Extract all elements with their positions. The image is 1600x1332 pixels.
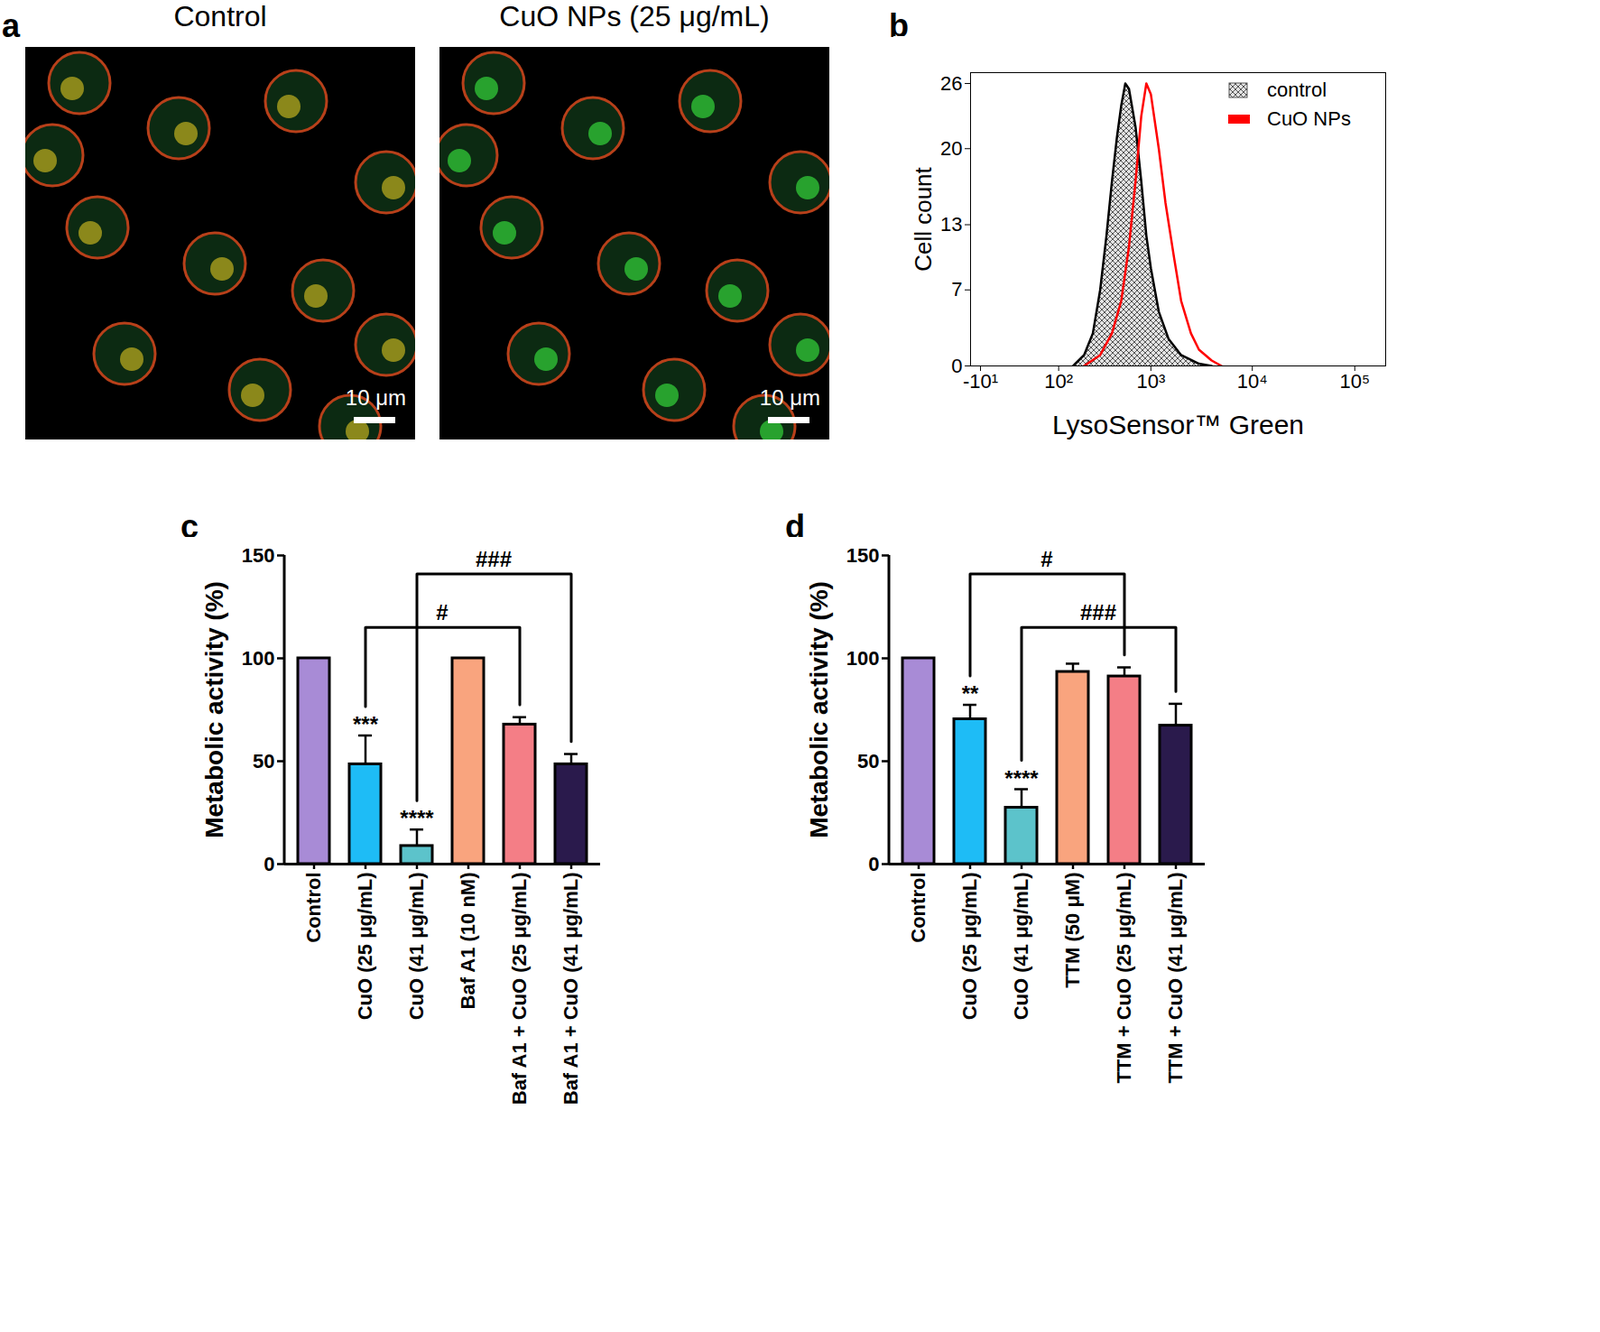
html-text:control: control <box>1267 78 1327 102</box>
svg-text:100: 100 <box>846 647 880 670</box>
svg-text:**: ** <box>961 681 980 706</box>
svg-text:***: *** <box>352 712 380 737</box>
html-text:CuO NPs (25 μg/mL): CuO NPs (25 μg/mL) <box>499 0 770 33</box>
svg-text:Control: Control <box>302 872 325 944</box>
svg-text:50: 50 <box>857 749 879 773</box>
svg-text:CuO (25 μg/mL): CuO (25 μg/mL) <box>353 872 377 1021</box>
html-text:CuO NPs: CuO NPs <box>1267 107 1351 130</box>
svg-text:13: 13 <box>940 212 962 236</box>
svg-text:###: ### <box>1080 600 1117 625</box>
svg-text:#: # <box>1040 546 1053 572</box>
html-text:d: d <box>785 508 805 546</box>
svg-text:****: **** <box>1004 766 1039 791</box>
svg-text:50: 50 <box>252 749 275 773</box>
svg-text:150: 150 <box>846 544 880 567</box>
html-text:Control: Control <box>173 0 267 33</box>
svg-text:Metabolic activity (%): Metabolic activity (%) <box>804 581 833 839</box>
svg-text:LysoSensor™ Green: LysoSensor™ Green <box>1052 409 1305 440</box>
html-text:10 μm: 10 μm <box>759 385 821 410</box>
svg-text:###: ### <box>475 546 512 572</box>
svg-text:10⁵: 10⁵ <box>1339 369 1370 393</box>
svg-text:150: 150 <box>241 544 276 567</box>
svg-text:CuO (25 μg/mL): CuO (25 μg/mL) <box>958 872 981 1021</box>
svg-text:TTM (50 μM): TTM (50 μM) <box>1061 872 1084 989</box>
svg-text:CuO (41 μg/mL): CuO (41 μg/mL) <box>1009 872 1033 1021</box>
svg-text:100: 100 <box>241 647 276 670</box>
html-text:b: b <box>888 7 909 45</box>
svg-text:Baf A1 + CuO (41 μg/mL): Baf A1 + CuO (41 μg/mL) <box>559 872 583 1106</box>
svg-text:10⁴: 10⁴ <box>1237 369 1268 393</box>
svg-text:Metabolic activity (%): Metabolic activity (%) <box>200 581 229 839</box>
svg-text:26: 26 <box>940 72 962 95</box>
svg-text:Control: Control <box>906 872 930 944</box>
svg-text:****: **** <box>399 805 435 831</box>
html-text:c: c <box>180 508 199 546</box>
svg-text:7: 7 <box>951 277 962 301</box>
svg-text:#: # <box>435 600 448 625</box>
svg-text:Baf A1 + CuO (25 μg/mL): Baf A1 + CuO (25 μg/mL) <box>508 872 531 1106</box>
svg-text:Cell count: Cell count <box>909 166 937 271</box>
svg-text:0: 0 <box>951 354 962 378</box>
svg-text:10²: 10² <box>1044 369 1073 393</box>
svg-text:Baf A1 (10 nM): Baf A1 (10 nM) <box>456 872 480 1010</box>
svg-text:10³: 10³ <box>1136 369 1166 393</box>
html-text:a: a <box>1 7 20 45</box>
svg-text:0: 0 <box>263 852 275 876</box>
svg-text:0: 0 <box>868 852 879 876</box>
svg-text:-10¹: -10¹ <box>962 369 999 393</box>
svg-text:CuO (41 μg/mL): CuO (41 μg/mL) <box>405 872 428 1021</box>
svg-text:20: 20 <box>940 137 962 160</box>
svg-text:TTM + CuO (41 μg/mL): TTM + CuO (41 μg/mL) <box>1164 872 1187 1084</box>
svg-text:TTM + CuO (25 μg/mL): TTM + CuO (25 μg/mL) <box>1112 872 1136 1084</box>
html-text:10 μm: 10 μm <box>345 385 407 410</box>
